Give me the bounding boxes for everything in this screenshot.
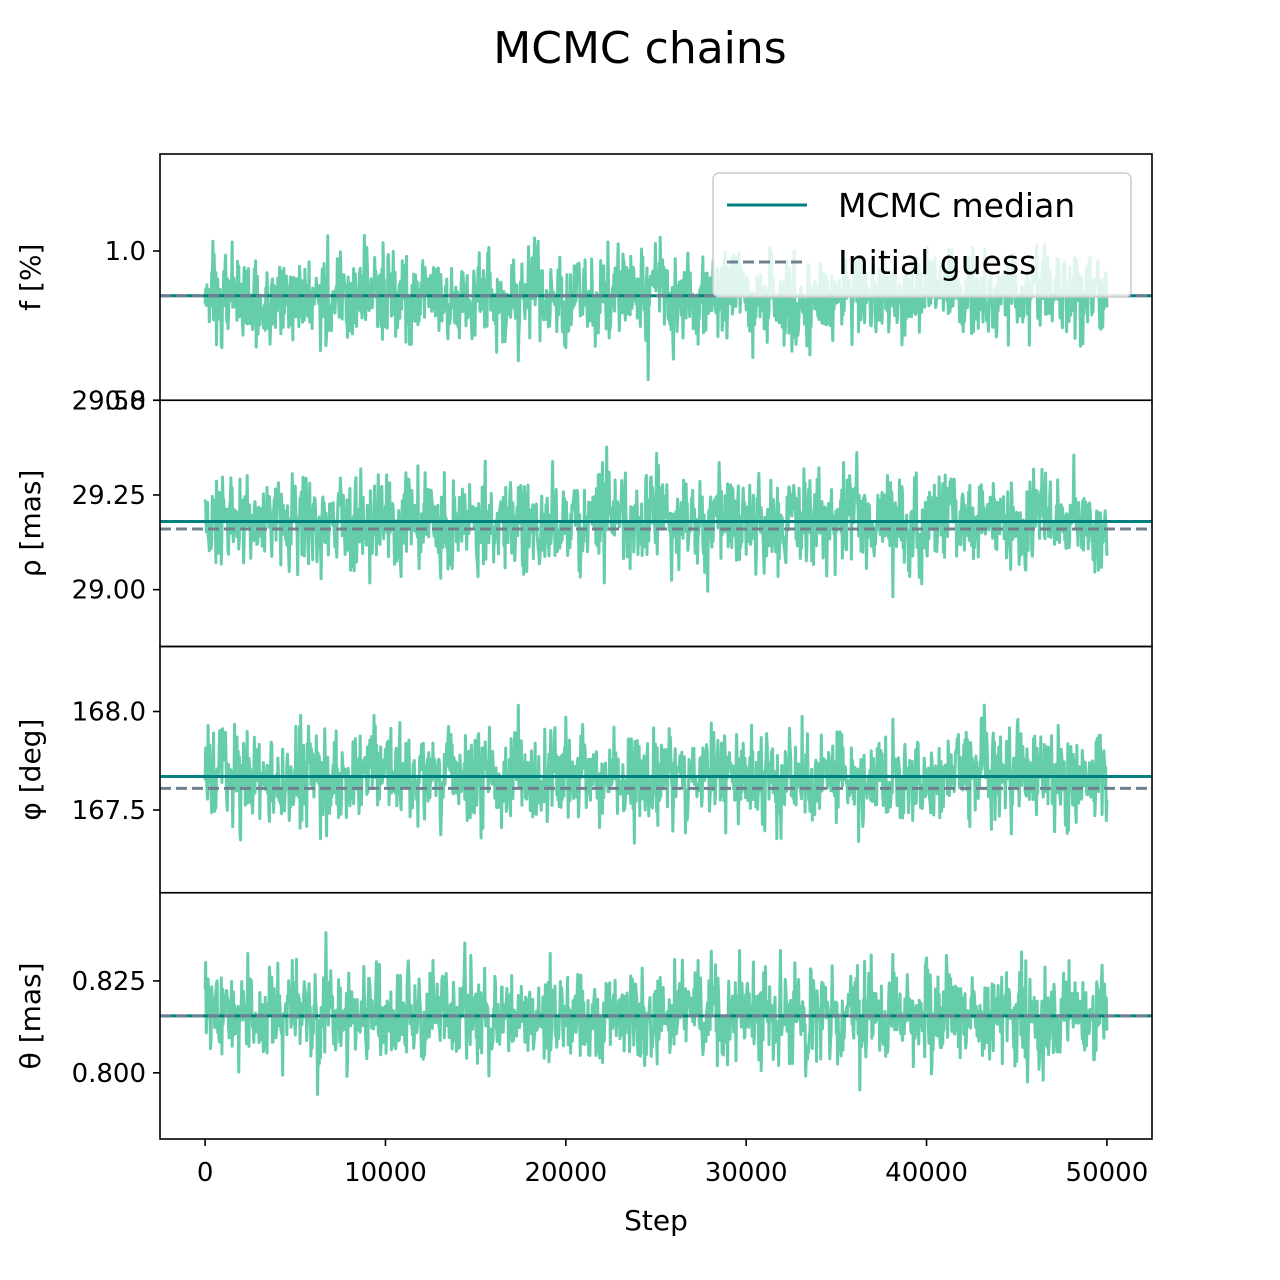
panel-4: 0.800 0.825 θ [mas] (14, 891, 1153, 1140)
y-axis-label-4: θ [mas] (14, 962, 47, 1069)
y-tick-label: 168.0 (72, 698, 146, 728)
y-tick-label: 1.0 (105, 237, 146, 267)
y-tick-label: 29.50 (72, 386, 146, 416)
x-tick-label: 50000 (1066, 1158, 1149, 1188)
chain-trace-2 (203, 445, 1109, 599)
legend-label-1: MCMC median (838, 186, 1075, 225)
y-tick-label: 29.25 (72, 481, 146, 511)
y-axis-label-2: ρ [mas] (14, 470, 47, 578)
x-axis: 0 10000 20000 30000 40000 50000 (197, 1139, 1148, 1188)
x-tick-label: 0 (197, 1158, 214, 1188)
figure-title: MCMC chains (493, 23, 786, 74)
y-tick-label: 0.800 (72, 1059, 146, 1089)
panel-2: 29.00 29.25 29.50 ρ [mas] (14, 386, 1153, 648)
x-tick-label: 40000 (885, 1158, 968, 1188)
chain-trace-4 (203, 931, 1109, 1096)
x-tick-label: 30000 (705, 1158, 788, 1188)
legend-box (712, 172, 1132, 298)
y-tick-label: 0.8 (105, 386, 146, 416)
chain-trace-1 (203, 233, 1109, 382)
x-axis-label: Step (624, 1204, 688, 1237)
y-axis-label-3: φ [deg] (14, 719, 47, 821)
y-tick-label: 29.00 (72, 576, 146, 606)
y-tick-label: 0.825 (72, 967, 146, 997)
chain-trace-3 (203, 703, 1109, 845)
legend-label-2: Initial guess (838, 243, 1036, 282)
x-tick-label: 20000 (524, 1158, 607, 1188)
panel-1: 0.8 1.0 f [%] (14, 153, 1153, 416)
x-tick-label: 10000 (344, 1158, 427, 1188)
panel-frame-4 (159, 891, 1153, 1140)
panel-3: 167.5 168.0 φ [deg] (14, 645, 1153, 894)
y-axis-label-1: f [%] (14, 244, 47, 311)
y-tick-label: 167.5 (72, 796, 146, 826)
legend: MCMC median Initial guess (712, 172, 1132, 298)
